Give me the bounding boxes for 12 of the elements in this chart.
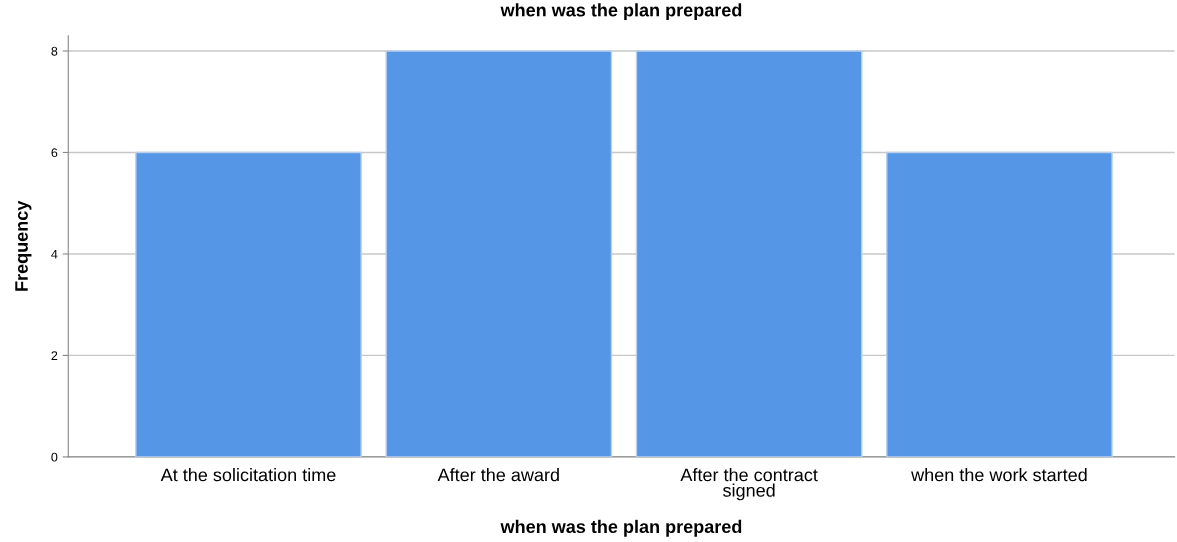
x-tick-label: After the award [437,468,559,482]
x-tick-label: After the contract signed [680,468,818,501]
x-tick-label: At the solicitation time [160,468,336,482]
chart-title: when was the plan prepared [500,3,742,21]
x-axis-title: when was the plan prepared [500,519,742,537]
y-axis-title: Frequency [15,200,32,291]
y-tick-label: 6 [51,148,58,158]
x-tick-label: when the work started [911,468,1087,482]
y-tick-label: 4 [51,249,58,259]
y-tick-label: 0 [51,452,58,462]
y-tick-label: 8 [51,46,58,56]
y-tick-label: 2 [51,351,58,360]
